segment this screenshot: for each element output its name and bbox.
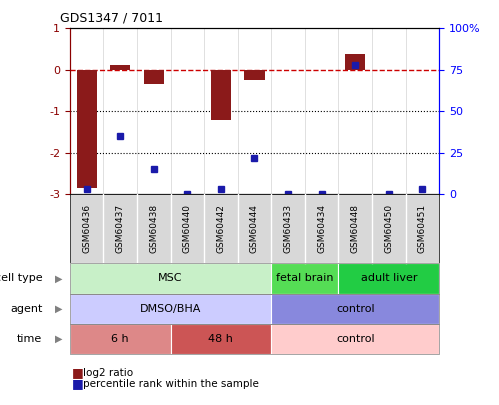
- Text: GSM60436: GSM60436: [82, 204, 91, 254]
- Text: GSM60433: GSM60433: [283, 204, 292, 254]
- Text: MSC: MSC: [158, 273, 183, 283]
- Text: GSM60442: GSM60442: [217, 205, 226, 253]
- Text: control: control: [336, 334, 375, 344]
- Text: GSM60438: GSM60438: [149, 204, 158, 254]
- Text: ■: ■: [72, 377, 84, 390]
- Text: DMSO/BHA: DMSO/BHA: [140, 304, 201, 314]
- Text: percentile rank within the sample: percentile rank within the sample: [83, 379, 259, 388]
- Text: 6 h: 6 h: [111, 334, 129, 344]
- Text: adult liver: adult liver: [360, 273, 417, 283]
- Bar: [76, 70, 97, 188]
- Text: cell type: cell type: [0, 273, 42, 283]
- Bar: [345, 54, 365, 70]
- Bar: [211, 70, 231, 120]
- Text: log2 ratio: log2 ratio: [83, 368, 133, 377]
- Text: 48 h: 48 h: [209, 334, 234, 344]
- Text: agent: agent: [10, 304, 42, 314]
- Text: GSM60434: GSM60434: [317, 205, 326, 253]
- Text: GSM60444: GSM60444: [250, 205, 259, 253]
- Text: ▶: ▶: [55, 334, 63, 344]
- Text: fetal brain: fetal brain: [276, 273, 334, 283]
- Bar: [245, 70, 264, 80]
- Text: ▶: ▶: [55, 304, 63, 314]
- Text: GSM60437: GSM60437: [116, 204, 125, 254]
- Text: ▶: ▶: [55, 273, 63, 283]
- Text: control: control: [336, 304, 375, 314]
- Text: ■: ■: [72, 366, 84, 379]
- Text: GSM60448: GSM60448: [351, 205, 360, 253]
- Bar: [144, 70, 164, 84]
- Bar: [110, 65, 130, 70]
- Text: time: time: [17, 334, 42, 344]
- Text: GSM60440: GSM60440: [183, 205, 192, 253]
- Text: GSM60450: GSM60450: [384, 204, 393, 254]
- Text: GDS1347 / 7011: GDS1347 / 7011: [60, 11, 163, 24]
- Text: GSM60451: GSM60451: [418, 204, 427, 254]
